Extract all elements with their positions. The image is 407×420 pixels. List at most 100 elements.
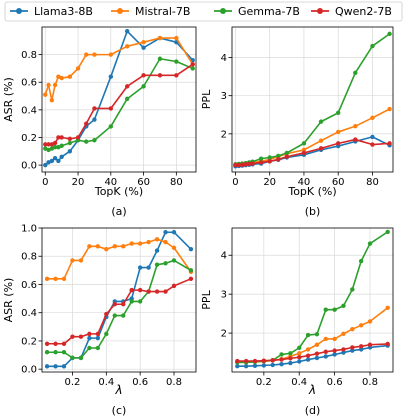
data-point xyxy=(305,332,311,338)
data-point xyxy=(301,147,307,153)
y-tick-label: 0.0 xyxy=(21,365,37,376)
x-tick-label: 40 xyxy=(104,177,117,188)
legend-label: Llama3-8B xyxy=(34,5,93,18)
data-point xyxy=(124,84,130,89)
data-point xyxy=(188,246,194,252)
data-point xyxy=(171,245,177,250)
data-point xyxy=(297,345,302,351)
data-point xyxy=(78,355,84,361)
y-tick-label: 3 xyxy=(221,290,227,301)
data-point xyxy=(75,135,81,140)
data-point xyxy=(61,364,67,369)
data-point xyxy=(332,336,337,342)
data-point xyxy=(44,364,50,369)
data-point xyxy=(301,150,307,156)
data-point xyxy=(95,244,101,249)
data-point xyxy=(46,82,51,88)
data-point xyxy=(370,43,375,49)
x-tick-label: 60 xyxy=(332,177,345,188)
series-qwen2-7b xyxy=(43,62,195,147)
x-tick-label: 80 xyxy=(170,177,183,188)
data-point xyxy=(174,59,179,64)
x-tick-label: 0.6 xyxy=(132,377,148,388)
data-point xyxy=(284,150,290,156)
data-point xyxy=(154,289,160,294)
y-axis-label: ASR (%) xyxy=(2,77,15,122)
data-point xyxy=(314,332,320,337)
data-point xyxy=(137,241,143,246)
data-point xyxy=(332,307,337,312)
data-point xyxy=(341,350,346,355)
legend-label: Gemma-7B xyxy=(238,5,300,18)
data-point xyxy=(174,73,179,78)
y-tick-label: 0.6 xyxy=(21,78,37,89)
y-tick-label: 4 xyxy=(221,53,227,64)
series-gemma-7b xyxy=(43,56,195,153)
data-point xyxy=(235,358,240,364)
data-point xyxy=(67,136,73,142)
y-tick-label: 0.6 xyxy=(21,280,37,291)
data-point xyxy=(141,45,146,50)
data-point xyxy=(235,363,240,369)
data-point xyxy=(78,334,84,339)
data-point xyxy=(43,142,48,147)
data-point xyxy=(61,276,67,282)
data-point xyxy=(46,142,51,147)
data-point xyxy=(267,159,272,164)
data-point xyxy=(174,35,179,41)
data-point xyxy=(358,344,364,349)
data-point xyxy=(52,155,58,161)
x-axis-label: TopK (%) xyxy=(94,185,143,198)
x-tick-label: 0.4 xyxy=(98,377,114,388)
data-point xyxy=(279,352,284,357)
data-point xyxy=(243,162,248,167)
data-point xyxy=(243,363,249,369)
data-point xyxy=(59,154,64,160)
plot-frame xyxy=(231,227,394,373)
y-tick-label: 0.2 xyxy=(21,133,37,144)
data-point xyxy=(87,335,92,341)
x-axis-label: TopK (%) xyxy=(287,185,336,198)
data-point xyxy=(53,364,58,369)
series-qwen2-7b xyxy=(235,341,390,364)
data-point xyxy=(305,353,311,358)
panel-label: (b) xyxy=(305,205,321,218)
legend-item-llama3-8b: Llama3-8B xyxy=(10,5,93,18)
data-point xyxy=(146,289,151,294)
data-point xyxy=(75,66,81,71)
data-point xyxy=(95,345,101,351)
x-tick-label: 0.2 xyxy=(256,377,272,388)
data-point xyxy=(53,276,58,282)
data-point xyxy=(385,229,390,235)
data-point xyxy=(67,74,73,79)
data-point xyxy=(341,303,346,309)
y-tick-label: 2 xyxy=(221,329,227,340)
data-point xyxy=(387,31,392,37)
data-point xyxy=(171,230,177,235)
data-point xyxy=(154,262,160,267)
x-tick-label: 0 xyxy=(232,177,238,188)
data-point xyxy=(305,357,311,362)
data-point xyxy=(157,35,163,41)
data-point xyxy=(53,341,58,346)
data-point xyxy=(387,141,392,146)
data-point xyxy=(70,355,75,361)
data-point xyxy=(335,129,341,135)
data-point xyxy=(332,348,337,353)
data-point xyxy=(267,155,272,160)
data-point xyxy=(67,149,73,154)
data-point xyxy=(87,331,92,337)
panel-label: (a) xyxy=(111,205,126,218)
x-tick-label: 0.4 xyxy=(291,377,307,388)
series-mistral-7b xyxy=(43,35,195,103)
data-point xyxy=(141,73,146,78)
data-point xyxy=(270,362,275,368)
data-point xyxy=(385,305,390,310)
data-point xyxy=(49,97,55,103)
data-point xyxy=(59,75,64,81)
data-point xyxy=(163,261,168,266)
data-point xyxy=(301,141,307,146)
data-point xyxy=(124,44,130,49)
data-point xyxy=(387,106,392,112)
data-point xyxy=(157,56,163,61)
